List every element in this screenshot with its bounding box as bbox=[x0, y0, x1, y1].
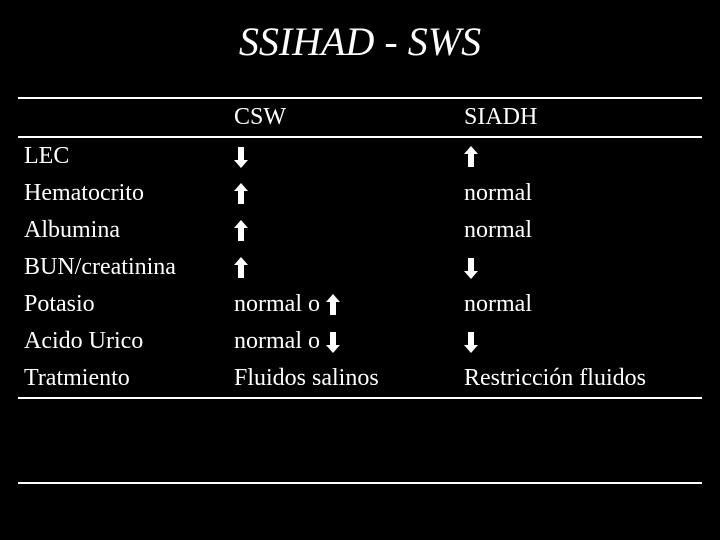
bottom-rule bbox=[18, 482, 702, 484]
cell-siadh bbox=[458, 137, 702, 175]
row-label: Albumina bbox=[18, 212, 228, 249]
row-label: Hematocrito bbox=[18, 175, 228, 212]
arrow-up-icon bbox=[326, 294, 340, 316]
table-row: Acido Urico normal o bbox=[18, 323, 702, 360]
table-row: Tratmiento Fluidos salinos Restricción f… bbox=[18, 360, 702, 398]
cell-csw bbox=[228, 249, 458, 286]
table-row: Hematocrito normal bbox=[18, 175, 702, 212]
slide-title: SSIHAD - SWS bbox=[0, 0, 720, 85]
arrow-down-icon bbox=[326, 331, 340, 353]
cell-siadh bbox=[458, 249, 702, 286]
arrow-up-icon bbox=[464, 146, 478, 168]
row-label: BUN/creatinina bbox=[18, 249, 228, 286]
row-label: Potasio bbox=[18, 286, 228, 323]
cell-siadh: normal bbox=[458, 212, 702, 249]
row-label: Tratmiento bbox=[18, 360, 228, 398]
table-row: Albumina normal bbox=[18, 212, 702, 249]
table-row: Potasio normal o normal bbox=[18, 286, 702, 323]
cell-siadh: normal bbox=[458, 175, 702, 212]
cell-csw: normal o bbox=[228, 286, 458, 323]
cell-csw bbox=[228, 137, 458, 175]
row-label: LEC bbox=[18, 137, 228, 175]
arrow-down-icon bbox=[464, 331, 478, 353]
cell-siadh: normal bbox=[458, 286, 702, 323]
col-header-csw: CSW bbox=[228, 98, 458, 137]
cell-csw bbox=[228, 175, 458, 212]
arrow-up-icon bbox=[234, 257, 248, 279]
table-row: LEC bbox=[18, 137, 702, 175]
cell-csw: Fluidos salinos bbox=[228, 360, 458, 398]
arrow-down-icon bbox=[234, 146, 248, 168]
row-label: Acido Urico bbox=[18, 323, 228, 360]
cell-text: normal o bbox=[234, 328, 320, 355]
comparison-table: CSW SIADH LEC Hematocrito normal Albumin… bbox=[18, 97, 702, 399]
cell-siadh: Restricción fluidos bbox=[458, 360, 702, 398]
col-header-siadh: SIADH bbox=[458, 98, 702, 137]
cell-csw bbox=[228, 212, 458, 249]
table-header-row: CSW SIADH bbox=[18, 98, 702, 137]
arrow-up-icon bbox=[234, 220, 248, 242]
slide: SSIHAD - SWS CSW SIADH LEC Hematocrito n… bbox=[0, 0, 720, 540]
cell-text: normal o bbox=[234, 291, 320, 318]
arrow-up-icon bbox=[234, 183, 248, 205]
cell-siadh bbox=[458, 323, 702, 360]
cell-csw: normal o bbox=[228, 323, 458, 360]
arrow-down-icon bbox=[464, 257, 478, 279]
table-row: BUN/creatinina bbox=[18, 249, 702, 286]
col-header-empty bbox=[18, 98, 228, 137]
